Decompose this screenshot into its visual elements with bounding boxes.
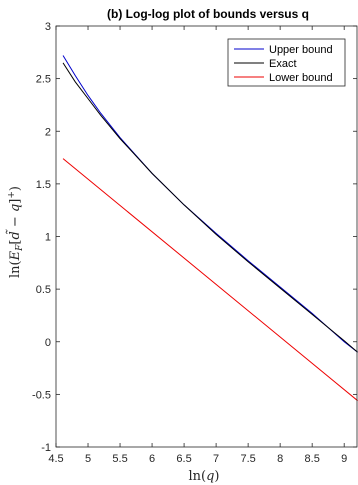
x-tick-label: 5 [85,453,91,465]
series-line-2 [62,62,358,353]
x-tick-label: 8.5 [305,453,320,465]
x-tick-label: 6.5 [176,453,191,465]
y-tick-label: -0.5 [32,389,51,401]
x-tick-label: 4.5 [48,453,63,465]
x-tick-label: 6 [149,453,155,465]
series-layer [62,55,358,402]
legend-label-1: Upper bound [269,44,333,56]
x-tick-label: 7.5 [240,453,255,465]
y-tick-label: 2.5 [36,74,51,86]
y-tick-label: 2 [45,126,51,138]
x-tick-label: 7 [213,453,219,465]
plot-area [56,26,357,447]
y-tick-label: 0.5 [36,284,51,296]
legend-label-2: Exact [269,58,297,70]
x-tick-label: 9 [341,453,347,465]
y-tick-label: 1 [45,232,51,244]
y-tick-label: -1 [41,442,51,454]
chart-title: (b) Log-log plot of bounds versus q [107,7,309,21]
x-axis-label: ln(q) [188,469,219,484]
y-tick-label: 3 [45,21,51,33]
y-axis-label: ln(EF[d̃ − q]+) [6,186,25,278]
series-line-3 [62,158,358,402]
legend-label-3: Lower bound [269,72,333,84]
x-axis-ticks: 4.5 5 5.5 6 6.5 7 7.5 8 8.5 9 [48,26,347,465]
legend: Upper bound Exact Lower bound [227,38,346,87]
y-tick-label: 0 [45,337,51,349]
y-tick-label: 1.5 [36,179,51,191]
x-tick-label: 8 [277,453,283,465]
y-axis-ticks: -1 -0.5 0 0.5 1 1.5 2 2.5 3 [32,21,357,454]
x-tick-label: 5.5 [112,453,127,465]
